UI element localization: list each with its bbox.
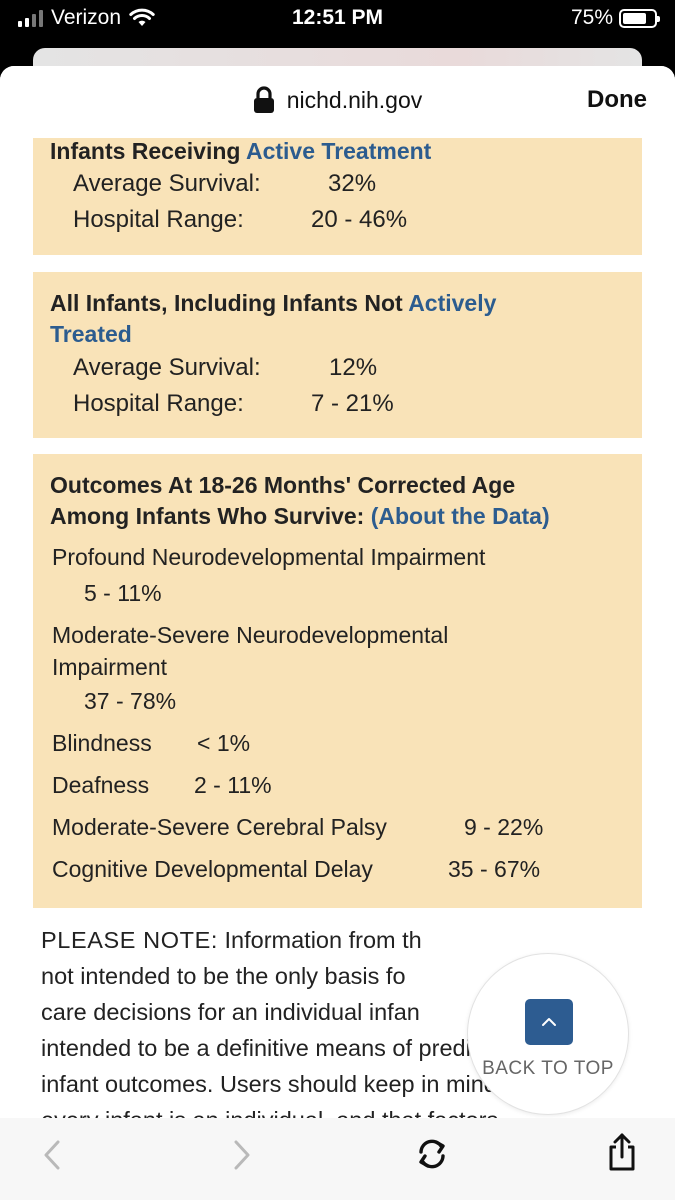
carrier-name: Verizon <box>51 6 122 29</box>
deafness-value: 2 - 11% <box>194 772 272 798</box>
safari-view-sheet: nichd.nih.gov Done Infants Receiving Act… <box>0 66 675 1200</box>
moderate-impairment-label-2: Impairment <box>52 654 168 680</box>
blindness-label: Blindness <box>52 730 152 756</box>
signal-strength-icon <box>18 9 43 27</box>
note-line-3: care decisions for an individual infan <box>41 999 420 1025</box>
note-line-5: infant outcomes. Users should keep in mi… <box>41 1071 543 1097</box>
cognitive-delay-value: 35 - 67% <box>448 856 541 882</box>
status-bar: Verizon 12:51 PM 75% <box>0 0 675 40</box>
status-left: Verizon <box>18 6 155 30</box>
profound-impairment-value: 5 - 11% <box>84 580 162 606</box>
actively-link[interactable]: Actively <box>408 290 497 316</box>
chevron-up-icon <box>542 1018 556 1026</box>
outcomes-title: Outcomes At 18-26 Months' Corrected Age … <box>50 470 640 532</box>
back-to-top-arrow-button[interactable] <box>525 999 573 1045</box>
reload-icon[interactable] <box>415 1136 449 1172</box>
hospital-range-label: Hospital Range: <box>73 206 244 233</box>
hospital-range-row: Hospital Range: 7 - 21% <box>33 390 642 422</box>
note-line-1: PLEASE NOTE: Information from th <box>41 922 641 958</box>
average-survival-label: Average Survival: <box>73 170 261 197</box>
title-text: All Infants, Including Infants Not <box>50 290 409 316</box>
done-button[interactable]: Done <box>587 86 647 113</box>
title-line-1: Outcomes At 18-26 Months' Corrected Age <box>50 472 516 498</box>
hospital-range-label: Hospital Range: <box>73 390 244 417</box>
profound-impairment-label: Profound Neurodevelopmental Impairment <box>52 544 486 570</box>
please-note-paragraph: PLEASE NOTE: Information from th not int… <box>41 922 641 1118</box>
back-to-top-button[interactable]: BACK TO TOP <box>467 953 629 1115</box>
page-content[interactable]: Infants Receiving Active Treatment Avera… <box>0 138 675 1118</box>
battery-fill <box>623 12 646 24</box>
outcomes-box: Outcomes At 18-26 Months' Corrected Age … <box>33 454 642 908</box>
moderate-impairment-value: 37 - 78% <box>84 688 177 714</box>
average-survival-row: Average Survival: 32% <box>33 170 642 202</box>
wifi-icon <box>129 8 155 26</box>
status-right: 75% <box>570 6 660 30</box>
average-survival-value: 32% <box>328 170 377 197</box>
hospital-range-row: Hospital Range: 20 - 46% <box>33 206 642 238</box>
back-to-top-label: BACK TO TOP <box>482 1058 614 1079</box>
active-treatment-link[interactable]: Active Treatment <box>245 138 432 164</box>
url-text: nichd.nih.gov <box>286 86 423 113</box>
active-treatment-title: Infants Receiving Active Treatment <box>50 138 431 167</box>
note-text: Information from th <box>217 927 422 953</box>
average-survival-label: Average Survival: <box>73 354 261 381</box>
all-infants-title: All Infants, Including Infants Not Activ… <box>50 288 630 350</box>
battery-icon <box>619 8 660 28</box>
url-display: nichd.nih.gov <box>0 86 675 114</box>
hospital-range-value: 20 - 46% <box>311 206 408 233</box>
all-infants-box: All Infants, Including Infants Not Activ… <box>33 272 642 438</box>
lock-icon <box>253 86 274 113</box>
treated-link[interactable]: Treated <box>50 321 132 347</box>
note-line-4: intended to be a definitive means of pre… <box>41 1035 521 1061</box>
share-icon[interactable] <box>606 1132 638 1172</box>
title-line-2: Among Infants Who Survive: <box>50 503 371 529</box>
status-time: 12:51 PM <box>291 6 384 29</box>
cognitive-delay-label: Cognitive Developmental Delay <box>52 856 373 882</box>
chevron-right-icon[interactable] <box>230 1138 254 1172</box>
blindness-value: < 1% <box>197 730 251 756</box>
browser-nav-bar: nichd.nih.gov Done <box>0 66 675 138</box>
deafness-label: Deafness <box>52 772 150 798</box>
moderate-impairment-label-1: Moderate-Severe Neurodevelopmental <box>52 622 449 648</box>
note-line-6: every infant is an individual, and that … <box>41 1102 641 1118</box>
chevron-left-icon[interactable] <box>40 1138 64 1172</box>
title-text: Infants Receiving <box>50 138 246 164</box>
cerebral-palsy-label: Moderate-Severe Cerebral Palsy <box>52 814 387 840</box>
browser-toolbar <box>0 1118 675 1200</box>
average-survival-row: Average Survival: 12% <box>33 354 642 386</box>
cerebral-palsy-value: 9 - 22% <box>464 814 544 840</box>
battery-percent: 75% <box>570 6 613 29</box>
active-treatment-box: Infants Receiving Active Treatment Avera… <box>33 138 642 255</box>
about-the-data-link[interactable]: (About the Data) <box>370 503 550 529</box>
note-line-2: not intended to be the only basis fo <box>41 963 406 989</box>
average-survival-value: 12% <box>329 354 378 381</box>
hospital-range-value: 7 - 21% <box>311 390 394 417</box>
note-heading: PLEASE NOTE: <box>41 927 218 953</box>
